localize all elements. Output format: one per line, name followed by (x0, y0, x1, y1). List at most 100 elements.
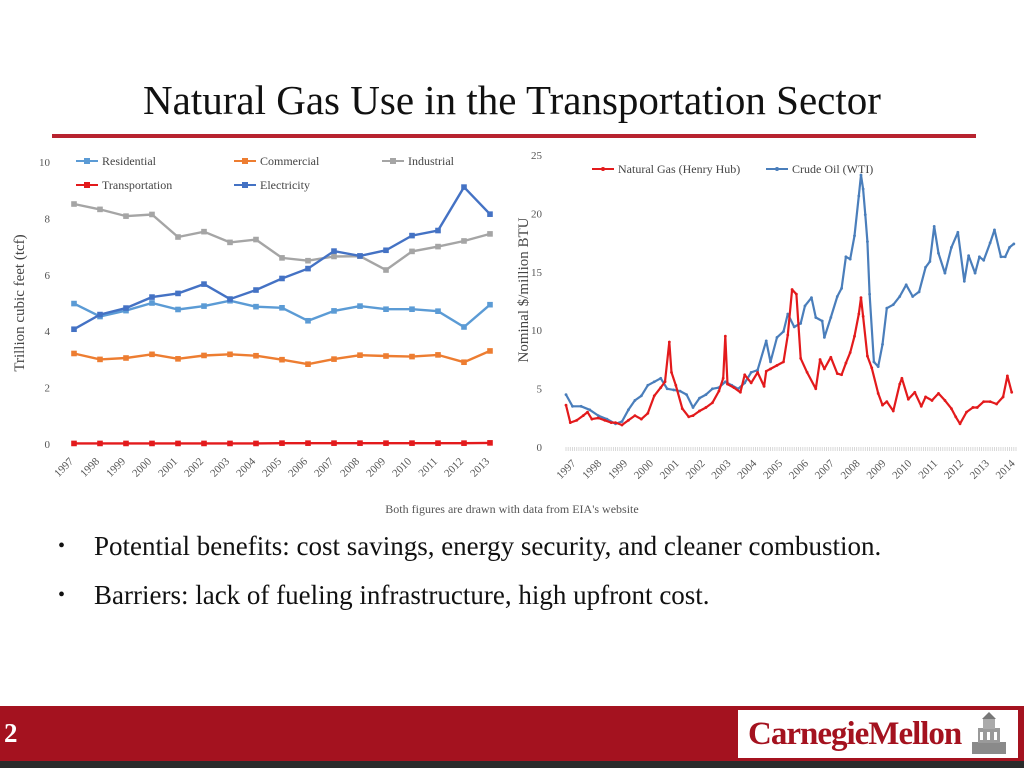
data-point-natural-gas (885, 400, 889, 404)
data-point-transportation (175, 440, 181, 447)
data-point-residential (279, 304, 285, 311)
data-point-natural-gas (614, 421, 617, 425)
data-point-natural-gas (965, 410, 968, 414)
data-point-electricity (383, 247, 389, 254)
data-point-crude-oil (822, 335, 826, 339)
data-point-crude-oil (1003, 255, 1007, 259)
data-point-crude-oil (672, 388, 676, 392)
x-tick-label: 2012 (942, 458, 966, 482)
data-point-natural-gas (564, 403, 568, 407)
data-point-electricity (331, 248, 337, 254)
data-point-industrial (409, 248, 415, 255)
data-point-natural-gas (891, 409, 895, 413)
data-point-industrial (331, 253, 337, 260)
x-tick-label: 1998 (78, 455, 102, 479)
data-point-natural-gas (749, 381, 753, 385)
data-point-industrial (175, 234, 181, 240)
data-point-crude-oil (956, 230, 960, 234)
data-point-natural-gas (704, 406, 708, 409)
data-point-natural-gas (950, 407, 953, 411)
data-point-crude-oil (999, 255, 1003, 259)
data-point-residential (357, 303, 363, 309)
data-point-crude-oil (571, 404, 574, 408)
data-point-natural-gas (667, 340, 671, 344)
data-point-transportation (435, 440, 441, 446)
data-point-crude-oil (639, 394, 643, 398)
data-point-natural-gas (835, 372, 839, 375)
x-tick-label: 2014 (994, 457, 1018, 481)
data-point-natural-gas (900, 376, 904, 380)
legend-residential-label: Residential (102, 154, 157, 168)
data-point-crude-oil (704, 393, 708, 397)
data-point-natural-gas (652, 394, 656, 398)
brand-logo-wordmark: CarnegieMellon (748, 716, 962, 752)
data-point-transportation (357, 440, 363, 446)
data-point-industrial (305, 257, 311, 264)
data-point-crude-oil (876, 365, 880, 368)
data-point-natural-gas (586, 410, 589, 414)
data-point-crude-oil (665, 387, 669, 391)
data-point-natural-gas (861, 314, 865, 318)
data-point-crude-oil (911, 295, 915, 298)
data-point-natural-gas (732, 386, 736, 389)
x-tick-label: 2002 (182, 456, 206, 480)
data-point-natural-gas (814, 387, 818, 391)
data-point-transportation (149, 440, 155, 447)
data-point-natural-gas (971, 406, 975, 409)
data-point-crude-oil (803, 304, 807, 308)
data-point-crude-oil (769, 360, 772, 364)
data-point-industrial (71, 201, 77, 207)
data-point-commercial (487, 348, 493, 354)
data-point-commercial (435, 352, 441, 358)
data-point-transportation (201, 440, 207, 447)
x-tick-label: 1997 (52, 455, 76, 479)
data-point-crude-oil (857, 194, 861, 198)
data-point-crude-oil (866, 240, 869, 243)
data-point-commercial (71, 350, 77, 357)
data-point-natural-gas (603, 418, 607, 422)
data-point-natural-gas (898, 382, 902, 386)
data-point-natural-gas (711, 401, 714, 405)
data-point-natural-gas (568, 421, 572, 425)
data-point-natural-gas (1001, 395, 1005, 399)
data-point-natural-gas (670, 371, 673, 374)
data-point-crude-oil (588, 408, 592, 412)
x-tick-label: 2006 (787, 457, 811, 481)
data-point-crude-oil (917, 290, 921, 294)
x-tick-label: 2004 (735, 457, 759, 481)
data-point-natural-gas (739, 390, 742, 394)
data-point-transportation (253, 440, 259, 447)
data-point-commercial (227, 351, 233, 358)
y-tick-label: 10 (531, 325, 543, 337)
data-point-crude-oil (853, 234, 856, 238)
data-point-crude-oil (848, 257, 852, 261)
data-point-transportation (331, 440, 337, 446)
data-point-crude-oil (620, 420, 624, 423)
data-point-natural-gas (924, 395, 927, 399)
data-point-crude-oil (861, 187, 865, 191)
data-point-natural-gas (975, 406, 979, 409)
data-point-electricity (227, 296, 233, 302)
data-point-transportation (279, 440, 285, 446)
data-point-natural-gas (575, 418, 579, 422)
data-point-crude-oil (993, 228, 996, 232)
legend-crude-oil-marker (775, 167, 779, 171)
data-point-natural-gas (913, 390, 917, 394)
data-point-commercial (383, 353, 389, 359)
data-point-transportation (71, 440, 77, 447)
x-tick-label: 2010 (890, 457, 914, 481)
data-point-residential (305, 317, 311, 324)
data-point-natural-gas (609, 421, 613, 425)
data-point-industrial (149, 211, 155, 218)
x-tick-label: 2013 (468, 455, 492, 479)
data-point-residential (461, 324, 467, 330)
legend-residential-marker (84, 158, 90, 164)
data-point-natural-gas (937, 392, 940, 395)
data-point-natural-gas (646, 411, 650, 415)
data-point-natural-gas (876, 392, 880, 395)
page-number: 2 (4, 718, 18, 748)
x-tick-label: 2009 (864, 457, 888, 481)
data-point-natural-gas (958, 422, 962, 426)
data-point-natural-gas (674, 383, 678, 387)
data-point-crude-oil (756, 368, 760, 372)
